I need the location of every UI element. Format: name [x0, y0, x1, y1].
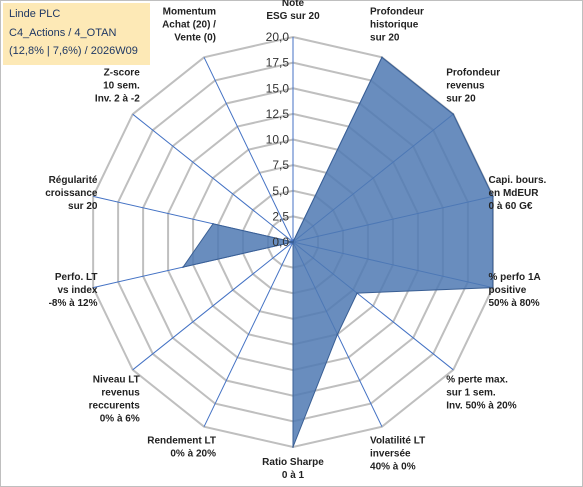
axis-label: 0 à 1: [282, 470, 305, 481]
axis-label: Ratio Sharpe: [262, 457, 324, 468]
axis-label: sur 20: [68, 201, 98, 212]
axis-label: sur 20: [370, 33, 400, 44]
data-series-area: [181, 56, 494, 448]
axis-label: 0% à 6%: [100, 414, 140, 425]
axis-label: % perfo 1A: [489, 272, 541, 283]
axis-label: % perte max.: [446, 375, 508, 386]
axis-label: Achat (20) /: [162, 20, 216, 31]
radial-tick-label: 10,0: [266, 133, 290, 147]
axis-label: historique: [370, 20, 419, 31]
data-point: [292, 241, 294, 243]
axis-label: Z-score: [104, 67, 141, 78]
axis-label: -8% à 12%: [49, 298, 98, 309]
data-point: [381, 56, 383, 59]
data-point: [336, 333, 339, 336]
radial-tick-label: 5,0: [272, 184, 289, 198]
radial-tick-label: 17,5: [266, 56, 290, 70]
axis-label: Niveau LT: [93, 375, 140, 386]
axis-spoke: [132, 113, 294, 243]
axis-label: Profondeur: [370, 7, 424, 18]
axis-label: en MdEUR: [489, 188, 540, 199]
radial-tick-label: 7,5: [272, 158, 289, 172]
chart-title-line-3: (12,8% | 7,6%) / 2026W09: [9, 45, 138, 57]
axis-label: Inv. 2 à -2: [95, 93, 140, 104]
axis-label: sur 20: [446, 93, 476, 104]
axis-label: 10 sem.: [103, 80, 140, 91]
axis-label: revenus: [446, 80, 485, 91]
axis-label: Inv. 50% à 20%: [446, 401, 517, 412]
axis-label: 40% à 0%: [370, 461, 416, 472]
chart-title-box: Linde PLC C4_Actions / 4_OTAN (12,8% | 7…: [3, 3, 150, 65]
data-point: [212, 222, 214, 225]
data-point: [182, 266, 184, 268]
data-point: [492, 195, 494, 198]
axis-spoke: [203, 57, 294, 243]
axis-label: Volatilité LT: [370, 435, 425, 446]
radial-tick-label: 2,5: [272, 209, 289, 223]
data-point: [356, 292, 358, 294]
axis-label: 0% à 20%: [170, 448, 216, 459]
radial-tick-label: 15,0: [266, 81, 290, 95]
axis-label: Profondeur: [446, 67, 500, 78]
axis-label: ESG sur 20: [266, 11, 320, 22]
axis-label: Perfo. LT: [55, 272, 98, 283]
axis-label: 0 à 60 G€: [489, 201, 533, 212]
axis-label: Momentum: [163, 7, 216, 18]
axis-label: sur 1 sem.: [446, 388, 496, 399]
data-point: [492, 286, 494, 289]
axis-label: positive: [489, 285, 527, 296]
axis-label: Rendement LT: [147, 435, 216, 446]
axis-label: croissance: [45, 188, 98, 199]
axis-spoke: [203, 241, 294, 427]
axis-label: Note: [282, 0, 305, 9]
chart-title-line-2: C4_Actions / 4_OTAN: [9, 27, 117, 39]
axis-spoke: [132, 241, 294, 371]
axis-label: revenus: [101, 388, 140, 399]
axis-label: 50% à 80%: [489, 298, 540, 309]
radial-tick-label: 12,5: [266, 107, 290, 121]
axis-label: vs index: [57, 285, 97, 296]
data-point: [292, 446, 294, 448]
radial-tick-label: 0,0: [272, 235, 289, 249]
chart-title-line-1: Linde PLC: [9, 8, 61, 20]
axis-label: Vente (0): [174, 33, 216, 44]
axis-label: inversée: [370, 448, 411, 459]
data-point: [452, 113, 455, 115]
axis-label: Capi. bours.: [489, 175, 547, 186]
axis-label: Régularité: [49, 175, 98, 186]
axis-label: reccurents: [89, 401, 141, 412]
radial-tick-label: 20,0: [266, 30, 290, 44]
